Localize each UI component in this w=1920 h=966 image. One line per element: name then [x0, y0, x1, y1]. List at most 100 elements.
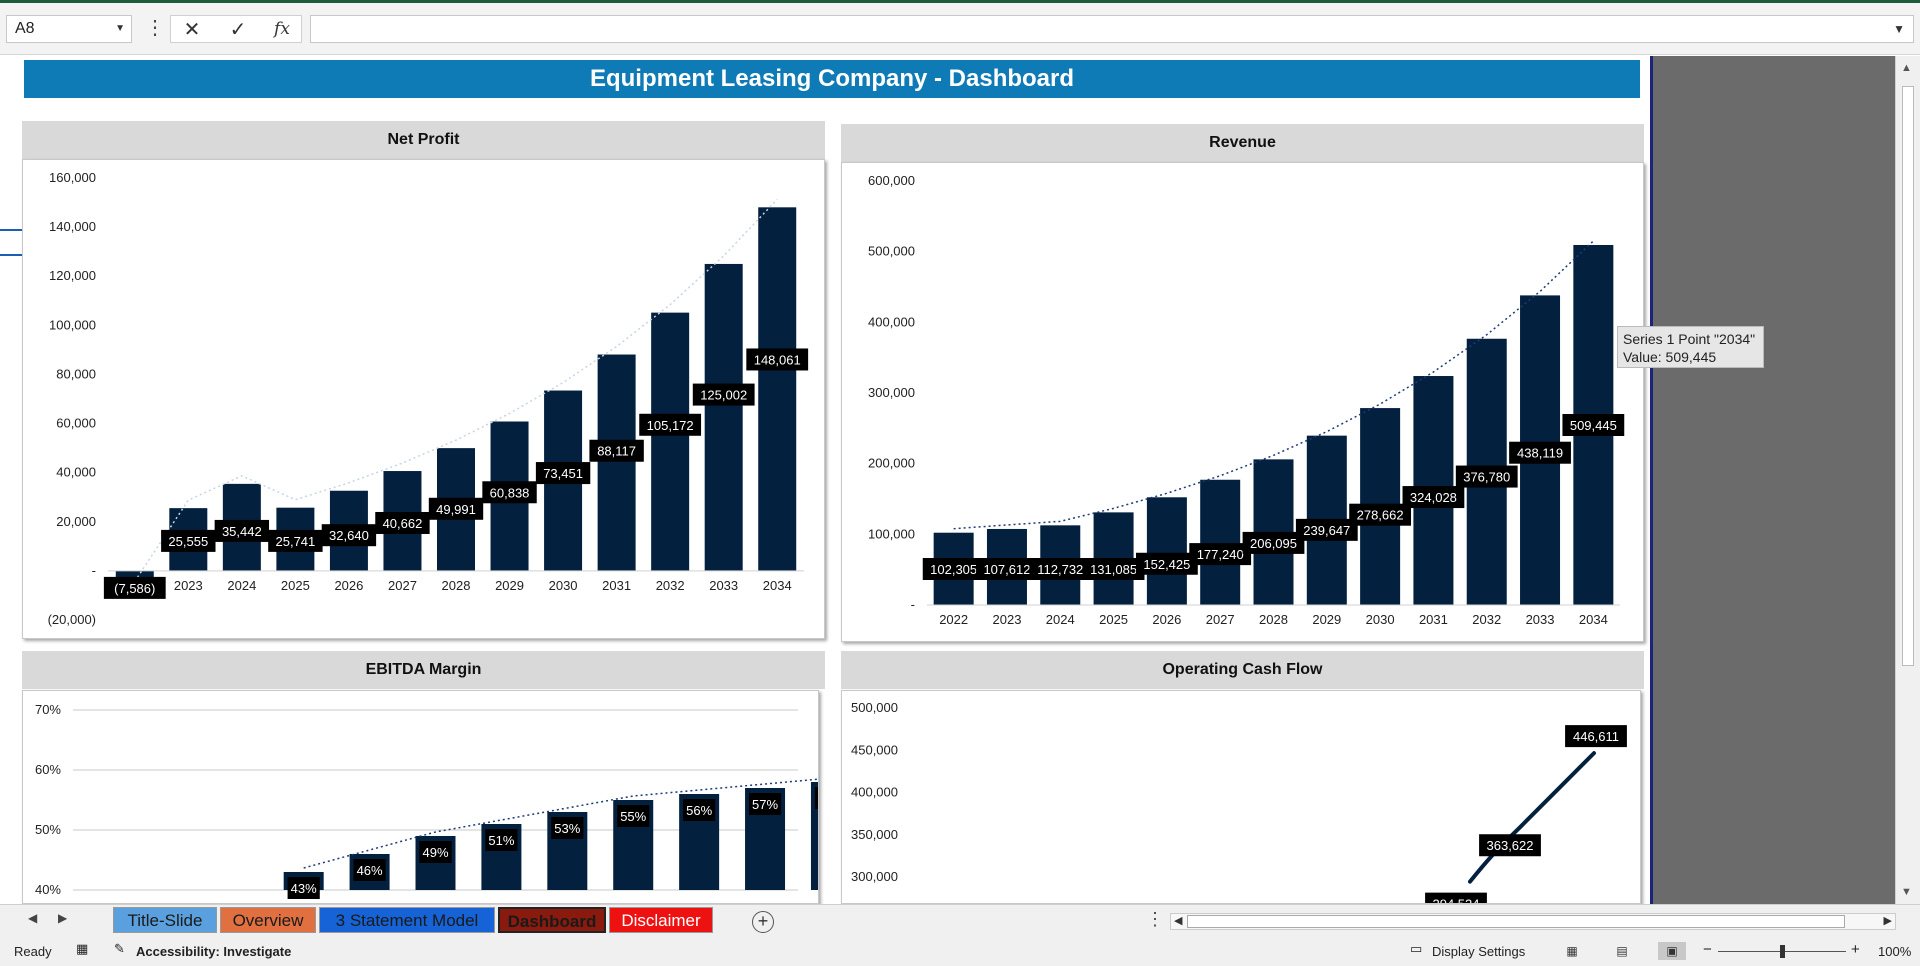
vertical-scroll-thumb[interactable]: [1902, 86, 1914, 666]
y-tick-label: 50%: [35, 822, 61, 837]
data-label-8-bg: [814, 787, 818, 809]
selected-cell[interactable]: [0, 229, 24, 256]
y-tick-label: 20,000: [56, 514, 96, 529]
scroll-up-icon[interactable]: ▲: [1901, 62, 1912, 74]
data-label-4-group: 152,425: [1135, 552, 1198, 575]
data-label-0: 43%: [291, 881, 317, 896]
x-tick-label: 2034: [1579, 612, 1608, 627]
scroll-down-icon[interactable]: ▼: [1901, 886, 1912, 898]
x-tick-label: 2032: [1472, 612, 1501, 627]
data-label-1: 363,622: [1487, 838, 1534, 853]
y-tick-label: 160,000: [49, 170, 96, 185]
data-label-1-group: 363,622: [1479, 834, 1541, 857]
data-label-12: 509,445: [1570, 418, 1617, 433]
macro-recorder-icon[interactable]: ▦: [76, 942, 89, 957]
sheet-tab-disclaimer[interactable]: Disclaimer: [609, 907, 713, 933]
data-label-4: 53%: [554, 821, 580, 836]
display-settings-button[interactable]: Display Settings: [1432, 944, 1526, 959]
data-label-3-bg: [1082, 558, 1145, 580]
bar-2031: [597, 354, 636, 571]
horizontal-scrollbar[interactable]: ◀ ▶: [1170, 913, 1896, 930]
y-tick-label: 450,000: [851, 742, 898, 757]
sheet-tab-overview[interactable]: Overview: [220, 907, 316, 933]
chevron-down-icon[interactable]: ▼: [115, 23, 125, 34]
data-label-3: 131,085: [1090, 562, 1137, 577]
net-profit-header: Net Profit: [22, 121, 825, 159]
x-tick-label: 2028: [442, 578, 471, 593]
y-tick-label: -: [92, 563, 96, 578]
chart-tooltip: Series 1 Point "2034" Value: 509,445: [1617, 326, 1764, 368]
x-tick-label: 2033: [709, 578, 738, 593]
trendline: [134, 198, 778, 582]
enter-icon[interactable]: ✓: [218, 15, 258, 43]
formula-input[interactable]: ▼: [310, 15, 1914, 43]
data-label-0: (7,586): [114, 581, 155, 596]
zoom-slider-handle[interactable]: [1780, 945, 1785, 958]
x-tick-label: 2033: [1526, 612, 1555, 627]
data-label-1: 46%: [357, 863, 383, 878]
name-box[interactable]: A8 ▼: [6, 15, 132, 43]
data-label-1-group: 25,555: [161, 529, 216, 552]
x-tick-label: 2031: [1419, 612, 1448, 627]
data-label-5: 40,662: [383, 516, 423, 531]
sheet-tab-dashboard[interactable]: Dashboard: [498, 907, 606, 933]
y-tick-label: -: [911, 597, 915, 612]
data-label-2: 35,442: [222, 524, 262, 539]
revenue-chart[interactable]: - 100,000 200,000 300,000 400,000 500,000 600,…: [841, 162, 1644, 642]
y-tick-label: 80,000: [56, 366, 96, 381]
data-label-9-bg: [1402, 486, 1465, 509]
horizontal-scroll-thumb[interactable]: [1187, 915, 1845, 928]
data-label-7-bg: [748, 793, 782, 815]
data-label-2: 112,732: [1037, 562, 1083, 577]
page-border: [1650, 56, 1653, 904]
y-tick-label: 500,000: [868, 244, 915, 259]
cancel-icon[interactable]: ✕: [172, 15, 212, 43]
data-label-2-bg: [1565, 725, 1627, 748]
page-break-view-icon[interactable]: ▣: [1658, 942, 1686, 960]
x-tick-label: 2026: [1152, 612, 1181, 627]
data-label-5: 55%: [620, 809, 646, 824]
data-label-0-bg: [922, 558, 985, 580]
sheet-tab-3-statement-model[interactable]: 3 Statement Model: [319, 907, 495, 933]
data-label-3: 51%: [488, 833, 514, 848]
y-tick-label: 60%: [35, 762, 61, 777]
data-label-4-bg: [1135, 552, 1198, 575]
data-label-9-group: 324,028: [1402, 486, 1465, 509]
ready-status: Ready: [14, 944, 52, 959]
scroll-right-icon[interactable]: ▶: [1883, 915, 1892, 927]
accessibility-status[interactable]: Accessibility: Investigate: [136, 944, 292, 959]
title-strip: [0, 0, 1920, 3]
data-label-11: 438,119: [1517, 446, 1563, 461]
zoom-out-icon[interactable]: −: [1703, 941, 1712, 958]
y-tick-label: 300,000: [868, 385, 915, 400]
data-label-2-group: 35,442: [214, 519, 270, 542]
page-layout-view-icon[interactable]: ▤: [1616, 944, 1628, 958]
accessibility-icon[interactable]: ✎: [114, 942, 125, 957]
add-sheet-icon[interactable]: +: [752, 911, 774, 933]
scroll-left-icon[interactable]: ◀: [1174, 915, 1183, 927]
data-label-6-group: 206,095: [1242, 531, 1305, 554]
data-label-0-group: 294,524: [1425, 892, 1487, 903]
vertical-scrollbar[interactable]: ▲ ▼: [1895, 56, 1920, 904]
data-label-10: 376,780: [1463, 470, 1510, 485]
zoom-level[interactable]: 100%: [1878, 944, 1912, 959]
net-profit-chart[interactable]: (20,000) - 20,000 40,000 60,000 80,000 100,000…: [22, 159, 825, 639]
ebitda-margin-chart[interactable]: 40%50%60%70%2024202520262027202820292030…: [22, 690, 819, 904]
y-tick-label: 40,000: [56, 465, 96, 480]
prev-sheet-icon[interactable]: ◀: [28, 911, 38, 925]
tab-options-icon[interactable]: ⋮: [1146, 909, 1164, 929]
operating-cash-flow-chart[interactable]: 300,000 350,000 400,000 450,000 500,000 294,5…: [841, 690, 1641, 904]
sheet-tab-title-slide[interactable]: Title-Slide: [113, 907, 217, 933]
insert-function-button[interactable]: fx: [262, 15, 302, 43]
normal-view-icon[interactable]: ▦: [1566, 944, 1578, 958]
data-label-6-bg: [428, 497, 484, 520]
next-sheet-icon[interactable]: ▶: [58, 911, 68, 925]
data-label-5: 177,240: [1197, 547, 1244, 562]
display-settings-icon[interactable]: ▭: [1410, 942, 1423, 957]
zoom-in-icon[interactable]: +: [1851, 941, 1860, 958]
data-label-2-bg: [214, 519, 270, 542]
data-label-4-bg: [321, 524, 377, 547]
more-options-icon[interactable]: ⋮: [145, 17, 165, 39]
data-label-11-bg: [692, 383, 755, 406]
expand-formula-icon[interactable]: ▼: [1893, 22, 1905, 36]
